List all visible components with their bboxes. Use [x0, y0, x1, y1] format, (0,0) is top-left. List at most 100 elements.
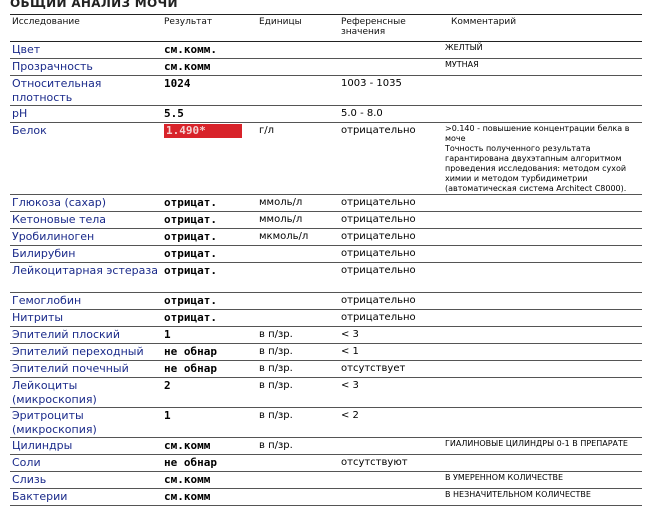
result-value: не обнар [162, 454, 257, 472]
result-value: отрицат. [162, 292, 257, 310]
test-name: Эритроциты (микроскопия) [10, 407, 162, 438]
unit [257, 488, 339, 506]
test-name: Эпителий переходный [10, 343, 162, 361]
comment [441, 309, 642, 327]
comment: В НЕЗНАЧИТЕЛЬНОМ КОЛИЧЕСТВЕ [441, 488, 642, 506]
result-value: см.комм [162, 471, 257, 489]
unit: мкмоль/л [257, 228, 339, 246]
comment [441, 326, 642, 344]
comment [441, 105, 642, 123]
reference-range: < 3 [339, 326, 441, 344]
comment [441, 360, 642, 378]
comment [441, 228, 642, 246]
result-value: отрицат. [162, 211, 257, 229]
table-row: Эпителий переходный не обнар в п/зр. < 1 [10, 343, 642, 361]
header-comment: Комментарий [441, 14, 642, 42]
unit: в п/зр. [257, 377, 339, 408]
test-name: Глюкоза (сахар) [10, 194, 162, 212]
result-value: 1 [162, 407, 257, 438]
table-row: Эпителий почечный не обнар в п/зр. отсутств… [10, 360, 642, 378]
unit: в п/зр. [257, 407, 339, 438]
comment [441, 194, 642, 212]
test-name: Прозрачность [10, 58, 162, 76]
comment [441, 292, 642, 310]
comment [441, 211, 642, 229]
reference-range: отрицательно [339, 309, 441, 327]
table-row: Цвет см.комм. ЖЕЛТЫЙ [10, 41, 642, 59]
unit: ммоль/л [257, 194, 339, 212]
reference-range: 5.0 - 8.0 [339, 105, 441, 123]
reference-range [339, 58, 441, 76]
table-header: Исследование Результат Единицы Референсн… [10, 14, 642, 42]
test-name: Цвет [10, 41, 162, 59]
unit [257, 105, 339, 123]
comment: В УМЕРЕННОМ КОЛИЧЕСТВЕ [441, 471, 642, 489]
comment: ЖЕЛТЫЙ [441, 41, 642, 59]
reference-range [339, 437, 441, 455]
table-row: Лейкоциты (микроскопия) 2 в п/зр. < 3 [10, 377, 642, 408]
test-name: Белок [10, 122, 162, 195]
table-row: Билирубин отрицат. отрицательно [10, 245, 642, 263]
result-value: см.комм [162, 488, 257, 506]
reference-range: отсутствует [339, 360, 441, 378]
result-value: 1 [162, 326, 257, 344]
table-row: Прозрачность см.комм МУТНАЯ [10, 58, 642, 76]
test-name: Эпителий плоский [10, 326, 162, 344]
table-row: Кетоновые тела отрицат. ммоль/л отрицательн… [10, 211, 642, 229]
table-row: Бактерии см.комм В НЕЗНАЧИТЕЛЬНОМ КОЛИЧЕСТ… [10, 488, 642, 506]
unit: в п/зр. [257, 437, 339, 455]
table-row: Лейкоцитарная эстераза отрицат. отрицатель… [10, 262, 642, 293]
table-row: Нитриты отрицат. отрицательно [10, 309, 642, 327]
header-test: Исследование [10, 14, 162, 42]
result-value: отрицат. [162, 228, 257, 246]
table-row: Гемоглобин отрицат. отрицательно [10, 292, 642, 310]
result-value: см.комм [162, 437, 257, 455]
unit [257, 454, 339, 472]
header-units: Единицы [257, 14, 339, 42]
test-name: Бактерии [10, 488, 162, 506]
reference-range [339, 471, 441, 489]
comment [441, 262, 642, 293]
reference-range: < 2 [339, 407, 441, 438]
result-value: отрицат. [162, 309, 257, 327]
unit [257, 262, 339, 293]
header-result: Результат [162, 14, 257, 42]
unit: ммоль/л [257, 211, 339, 229]
comment [441, 407, 642, 438]
result-value: 2 [162, 377, 257, 408]
unit: г/л [257, 122, 339, 195]
flagged-result: 1.490* [164, 124, 242, 138]
comment [441, 245, 642, 263]
unit [257, 75, 339, 106]
comment: >0.140 - повышение концентрации белка в … [441, 122, 642, 195]
comment: ГИАЛИНОВЫЕ ЦИЛИНДРЫ 0-1 В ПРЕПАРАТЕ [441, 437, 642, 455]
reference-range: отрицательно [339, 211, 441, 229]
test-name: Эпителий почечный [10, 360, 162, 378]
reference-range: отрицательно [339, 292, 441, 310]
test-name: Лейкоцитарная эстераза [10, 262, 162, 293]
reference-range: отрицательно [339, 228, 441, 246]
test-name: Билирубин [10, 245, 162, 263]
table-row: Цилиндры см.комм в п/зр. ГИАЛИНОВЫЕ ЦИЛИНДР… [10, 437, 642, 455]
comment [441, 454, 642, 472]
unit [257, 58, 339, 76]
reference-range [339, 41, 441, 59]
results-table: Исследование Результат Единицы Референсн… [10, 14, 642, 506]
result-value: 1.490* [162, 122, 257, 195]
reference-range: < 1 [339, 343, 441, 361]
result-value: см.комм [162, 58, 257, 76]
report-title: ОБЩИЙ АНАЛИЗ МОЧИ [10, 0, 178, 10]
result-value: см.комм. [162, 41, 257, 59]
test-name: Слизь [10, 471, 162, 489]
table-row: Относительная плотность 1024 1003 - 1035 [10, 75, 642, 106]
table-row: Глюкоза (сахар) отрицат. ммоль/л отрицатель… [10, 194, 642, 212]
test-name: Цилиндры [10, 437, 162, 455]
result-value: не обнар [162, 343, 257, 361]
result-value: отрицат. [162, 262, 257, 293]
test-name: Уробилиноген [10, 228, 162, 246]
comment: МУТНАЯ [441, 58, 642, 76]
unit [257, 292, 339, 310]
table-row: Уробилиноген отрицат. мкмоль/л отрицательно [10, 228, 642, 246]
test-name: Соли [10, 454, 162, 472]
reference-range: отсутствуют [339, 454, 441, 472]
